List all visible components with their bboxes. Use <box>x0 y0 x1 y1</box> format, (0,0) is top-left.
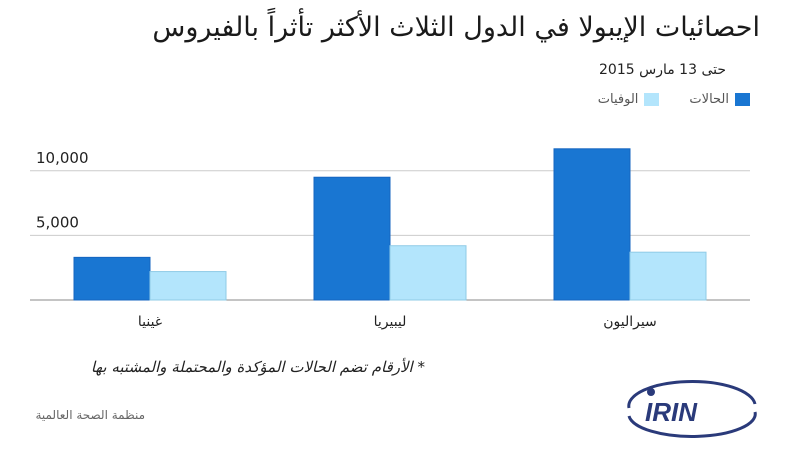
bar-cases <box>553 148 631 301</box>
y-tick-label: 5,000 <box>36 213 79 231</box>
x-tick-label: غينيا <box>138 314 162 330</box>
chart-subtitle: حتى 13 مارس 2015 <box>599 62 726 78</box>
source-label: منظمة الصحة العالمية <box>35 408 145 422</box>
bar-deaths <box>149 271 227 301</box>
legend-item-deaths: الوفيات <box>598 92 660 107</box>
legend-item-cases: الحالات <box>689 92 750 107</box>
legend-swatch-cases <box>735 93 750 106</box>
chart-title: احصائيات الإيبولا في الدول الثلاث الأكثر… <box>152 12 760 43</box>
irin-logo: IRIN <box>627 380 757 438</box>
bar-deaths <box>389 245 467 301</box>
y-tick-label: 10,000 <box>36 149 89 167</box>
bar-deaths <box>629 251 707 301</box>
legend-label-deaths: الوفيات <box>597 92 639 107</box>
x-tick-label: ليبيريا <box>374 314 407 330</box>
legend: الحالات الوفيات <box>598 92 750 107</box>
x-tick-label: سيراليون <box>603 314 657 330</box>
svg-text:IRIN: IRIN <box>645 397 698 427</box>
legend-label-cases: الحالات <box>689 92 729 107</box>
bar-cases <box>313 176 391 301</box>
legend-swatch-deaths <box>644 93 660 106</box>
footnote: * الأرقام تضم الحالات المؤكدة والمحتملة … <box>90 358 425 376</box>
bar-cases <box>73 256 151 301</box>
